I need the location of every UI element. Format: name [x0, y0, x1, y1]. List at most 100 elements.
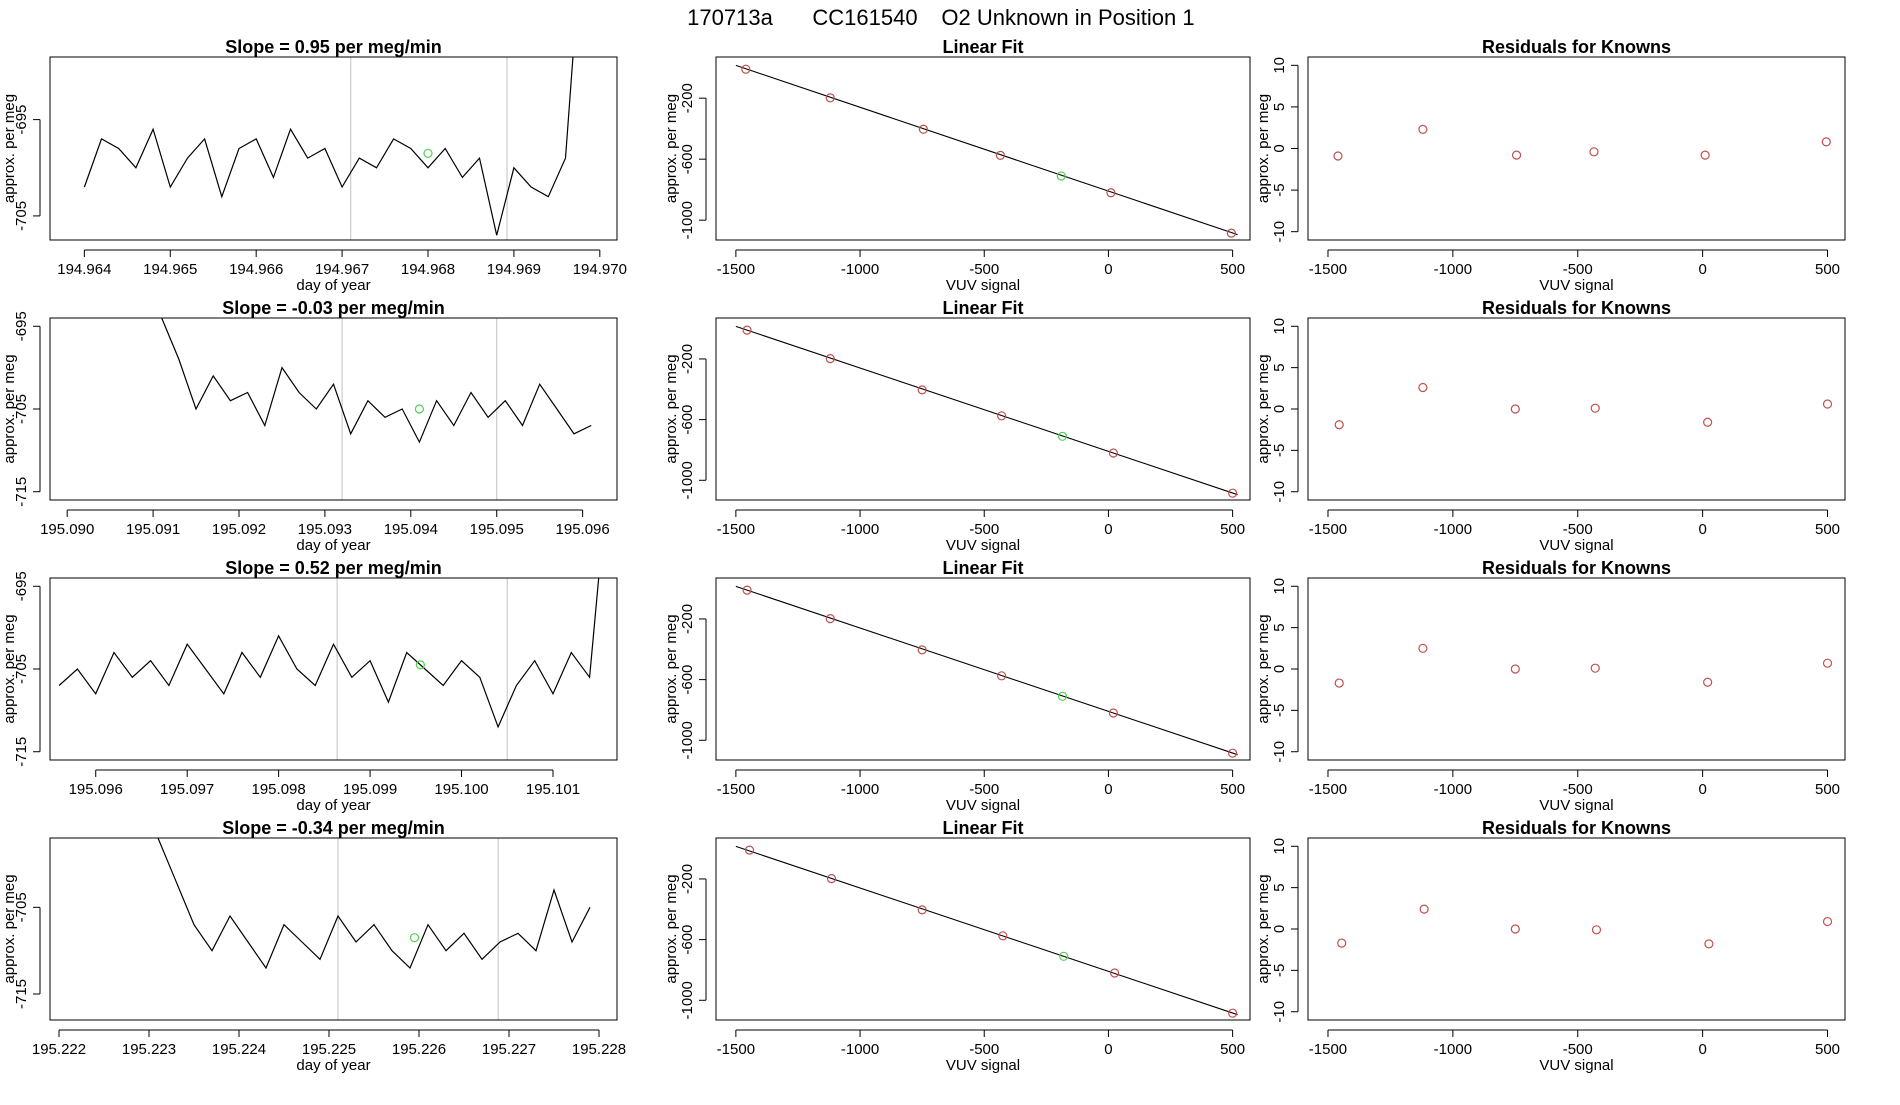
unknown-point: [409, 933, 420, 943]
x-tick-label: 0: [1698, 1041, 1706, 1058]
y-tick-label: -705: [13, 201, 30, 231]
y-tick-label: 5: [1271, 103, 1288, 111]
x-tick-label: -500: [1563, 781, 1593, 798]
known-point: [1703, 677, 1713, 687]
x-tick-label: -1000: [1434, 1041, 1472, 1058]
panel-title: Linear Fit: [942, 558, 1023, 578]
unknown-point: [1056, 171, 1066, 181]
panel-title: Residuals for Knowns: [1482, 558, 1671, 578]
known-point: [918, 124, 928, 134]
y-tick-label: -10: [1271, 741, 1288, 763]
fit-line: [735, 845, 1238, 1016]
x-tick-label: 500: [1815, 521, 1840, 538]
x-tick-label: 195.095: [470, 521, 524, 538]
x-tick-label: 500: [1815, 261, 1840, 278]
y-tick-label: -5: [1271, 444, 1288, 457]
y-tick-label: -10: [1271, 481, 1288, 503]
panel-title: Slope = -0.03 per meg/min: [222, 298, 445, 318]
known-point: [1418, 382, 1428, 393]
y-tick-label: -200: [679, 344, 696, 374]
panel-3-1: Slope = 0.52 per meg/min 195.096 195.097 19…: [1, 558, 618, 814]
panel-title: Slope = 0.52 per meg/min: [225, 558, 442, 578]
known-point: [1703, 417, 1713, 427]
x-tick-label: 195.099: [343, 781, 397, 798]
y-tick-label: -1000: [679, 721, 696, 759]
known-point: [741, 64, 751, 74]
known-point: [1822, 399, 1833, 409]
panel-4-3: Residuals for Knowns -1500 -1000 -500 0 500 VU…: [1255, 818, 1846, 1074]
y-tick-label: -200: [679, 83, 696, 113]
x-tick-label: 195.092: [212, 521, 266, 538]
panel-marks: [1334, 643, 1833, 688]
y-tick-label: 5: [1271, 363, 1288, 371]
y-tick-label: -200: [679, 864, 696, 894]
panel-1-1: Slope = 0.95 per meg/min 194.964 194.965 19…: [1, 37, 627, 294]
x-tick-label: 194.969: [487, 261, 541, 278]
fit-line: [735, 325, 1238, 496]
x-tick-label: -1000: [1434, 521, 1472, 538]
y-axis-label: approx. per meg: [1255, 354, 1272, 463]
y-tick-label: -695: [13, 311, 30, 341]
panel-marks: [157, 838, 591, 1020]
known-point: [742, 325, 752, 335]
y-tick-label: -600: [679, 925, 696, 955]
x-tick-label: 194.966: [229, 261, 283, 278]
x-tick-label: 195.101: [526, 781, 580, 798]
fit-line: [735, 64, 1238, 236]
x-axis-label: VUV signal: [1539, 537, 1613, 554]
y-axis-label: approx. per meg: [663, 354, 680, 463]
x-tick-label: 0: [1104, 521, 1112, 538]
panel-title: Slope = -0.34 per meg/min: [222, 818, 445, 838]
known-point: [1822, 658, 1833, 668]
y-axis-label: approx. per meg: [1255, 94, 1272, 203]
known-point: [1590, 403, 1600, 413]
known-point: [997, 671, 1007, 681]
x-tick-label: 500: [1220, 521, 1245, 538]
y-tick-label: -705: [13, 654, 30, 684]
known-point: [1228, 1008, 1238, 1018]
x-tick-label: 195.225: [302, 1041, 356, 1058]
header-description: O2 Unknown in Position 1: [941, 5, 1194, 30]
y-tick-label: -5: [1271, 964, 1288, 977]
x-tick-label: 195.100: [434, 781, 488, 798]
x-tick-label: 195.224: [212, 1041, 266, 1058]
panel-1-3: Residuals for Knowns -1500 -1000 -500 0 500 VU…: [1255, 37, 1846, 294]
y-tick-label: -705: [13, 394, 30, 424]
known-point: [1589, 147, 1599, 157]
y-tick-label: -715: [13, 477, 30, 507]
x-axis-label: day of year: [296, 1057, 370, 1074]
known-point: [825, 93, 835, 103]
panel-marks: [1333, 124, 1831, 161]
known-point: [997, 411, 1007, 421]
x-tick-label: 0: [1104, 1041, 1112, 1058]
x-axis-label: VUV signal: [946, 1057, 1020, 1074]
panel-marks: [735, 845, 1238, 1018]
x-tick-label: -1500: [717, 521, 755, 538]
known-point: [917, 905, 927, 915]
x-axis-label: VUV signal: [1539, 1057, 1613, 1074]
x-tick-label: 195.091: [126, 521, 180, 538]
panel-marks: [83, 57, 574, 240]
panel-2-3: Residuals for Knowns -1500 -1000 -500 0 500 VU…: [1255, 298, 1846, 554]
known-point: [1337, 938, 1347, 948]
known-point: [1110, 968, 1120, 978]
y-tick-label: 0: [1271, 925, 1288, 933]
plot-frame: [715, 317, 1251, 501]
x-tick-label: -1000: [841, 1041, 879, 1058]
known-point: [1822, 916, 1833, 927]
panel-grid: Slope = 0.95 per meg/min 194.964 194.965 19…: [1, 37, 1846, 1074]
y-tick-label: 10: [1271, 318, 1288, 335]
x-tick-label: 195.093: [298, 521, 352, 538]
x-tick-label: 195.096: [556, 521, 610, 538]
x-tick-label: 194.970: [573, 261, 627, 278]
trace-line: [157, 838, 591, 970]
x-tick-label: -1500: [717, 781, 755, 798]
y-tick-label: -695: [13, 105, 30, 135]
x-tick-label: 195.228: [572, 1041, 626, 1058]
panel-title: Residuals for Knowns: [1482, 37, 1671, 57]
x-tick-label: -1000: [1434, 781, 1472, 798]
unknown-point: [1057, 431, 1068, 441]
plot-frame: [1307, 837, 1846, 1021]
x-tick-label: -500: [1563, 521, 1593, 538]
known-point: [1419, 904, 1429, 914]
